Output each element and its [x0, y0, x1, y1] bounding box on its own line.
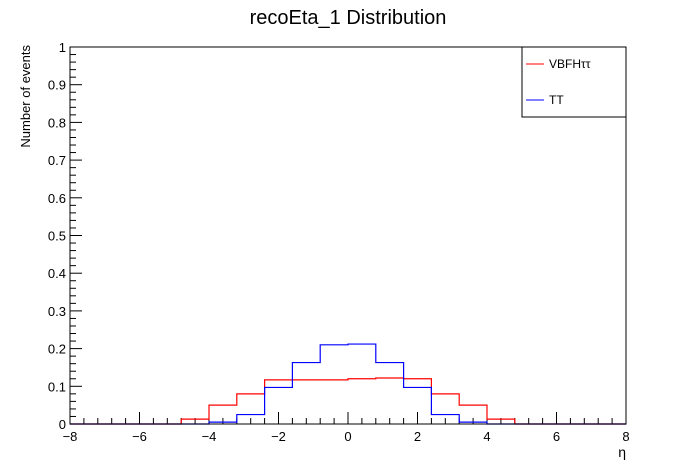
x-tick-label: 2: [414, 429, 421, 444]
y-tick-label: 0.5: [48, 229, 66, 244]
y-tick-label: 0.1: [48, 379, 66, 394]
legend: VBFHττ TT: [521, 46, 627, 118]
y-axis-label: Number of events: [18, 45, 33, 148]
y-tick-label: 0.6: [48, 191, 66, 206]
series-line-vbfh: [70, 377, 626, 425]
y-tick-label: 0.4: [48, 266, 66, 281]
x-tick-label: 8: [622, 429, 629, 444]
x-tick-label: −6: [132, 429, 147, 444]
x-tick-label: 4: [483, 429, 490, 444]
chart-title: recoEta_1 Distribution: [250, 7, 447, 29]
x-tick-label: 6: [553, 429, 560, 444]
x-tick-label: −8: [63, 429, 78, 444]
legend-label-vbfh: VBFHττ: [549, 57, 591, 71]
x-tick-label: −2: [271, 429, 286, 444]
y-tick-label: 0.2: [48, 342, 66, 357]
plot-frame: [69, 46, 627, 425]
x-axis-label: η: [618, 444, 626, 460]
y-tick-label: 0.8: [48, 115, 66, 130]
y-tick-labels: 0 0.1 0.2 0.3 0.4 0.5 0.6 0.7 0.8 0.9 1: [48, 40, 66, 432]
y-tick-label: 0.9: [48, 78, 66, 93]
x-tick-label: −4: [202, 429, 217, 444]
legend-label-tt: TT: [549, 93, 564, 107]
y-tick-label: 0.3: [48, 304, 66, 319]
y-tick-label: 0.7: [48, 153, 66, 168]
x-tick-labels: −8 −6 −4 −2 0 2 4 6 8: [63, 429, 630, 444]
x-tick-label: 0: [344, 429, 351, 444]
legend-box: [521, 46, 627, 118]
y-tick-label: 1: [59, 40, 66, 55]
y-tick-label: 0: [59, 417, 66, 432]
